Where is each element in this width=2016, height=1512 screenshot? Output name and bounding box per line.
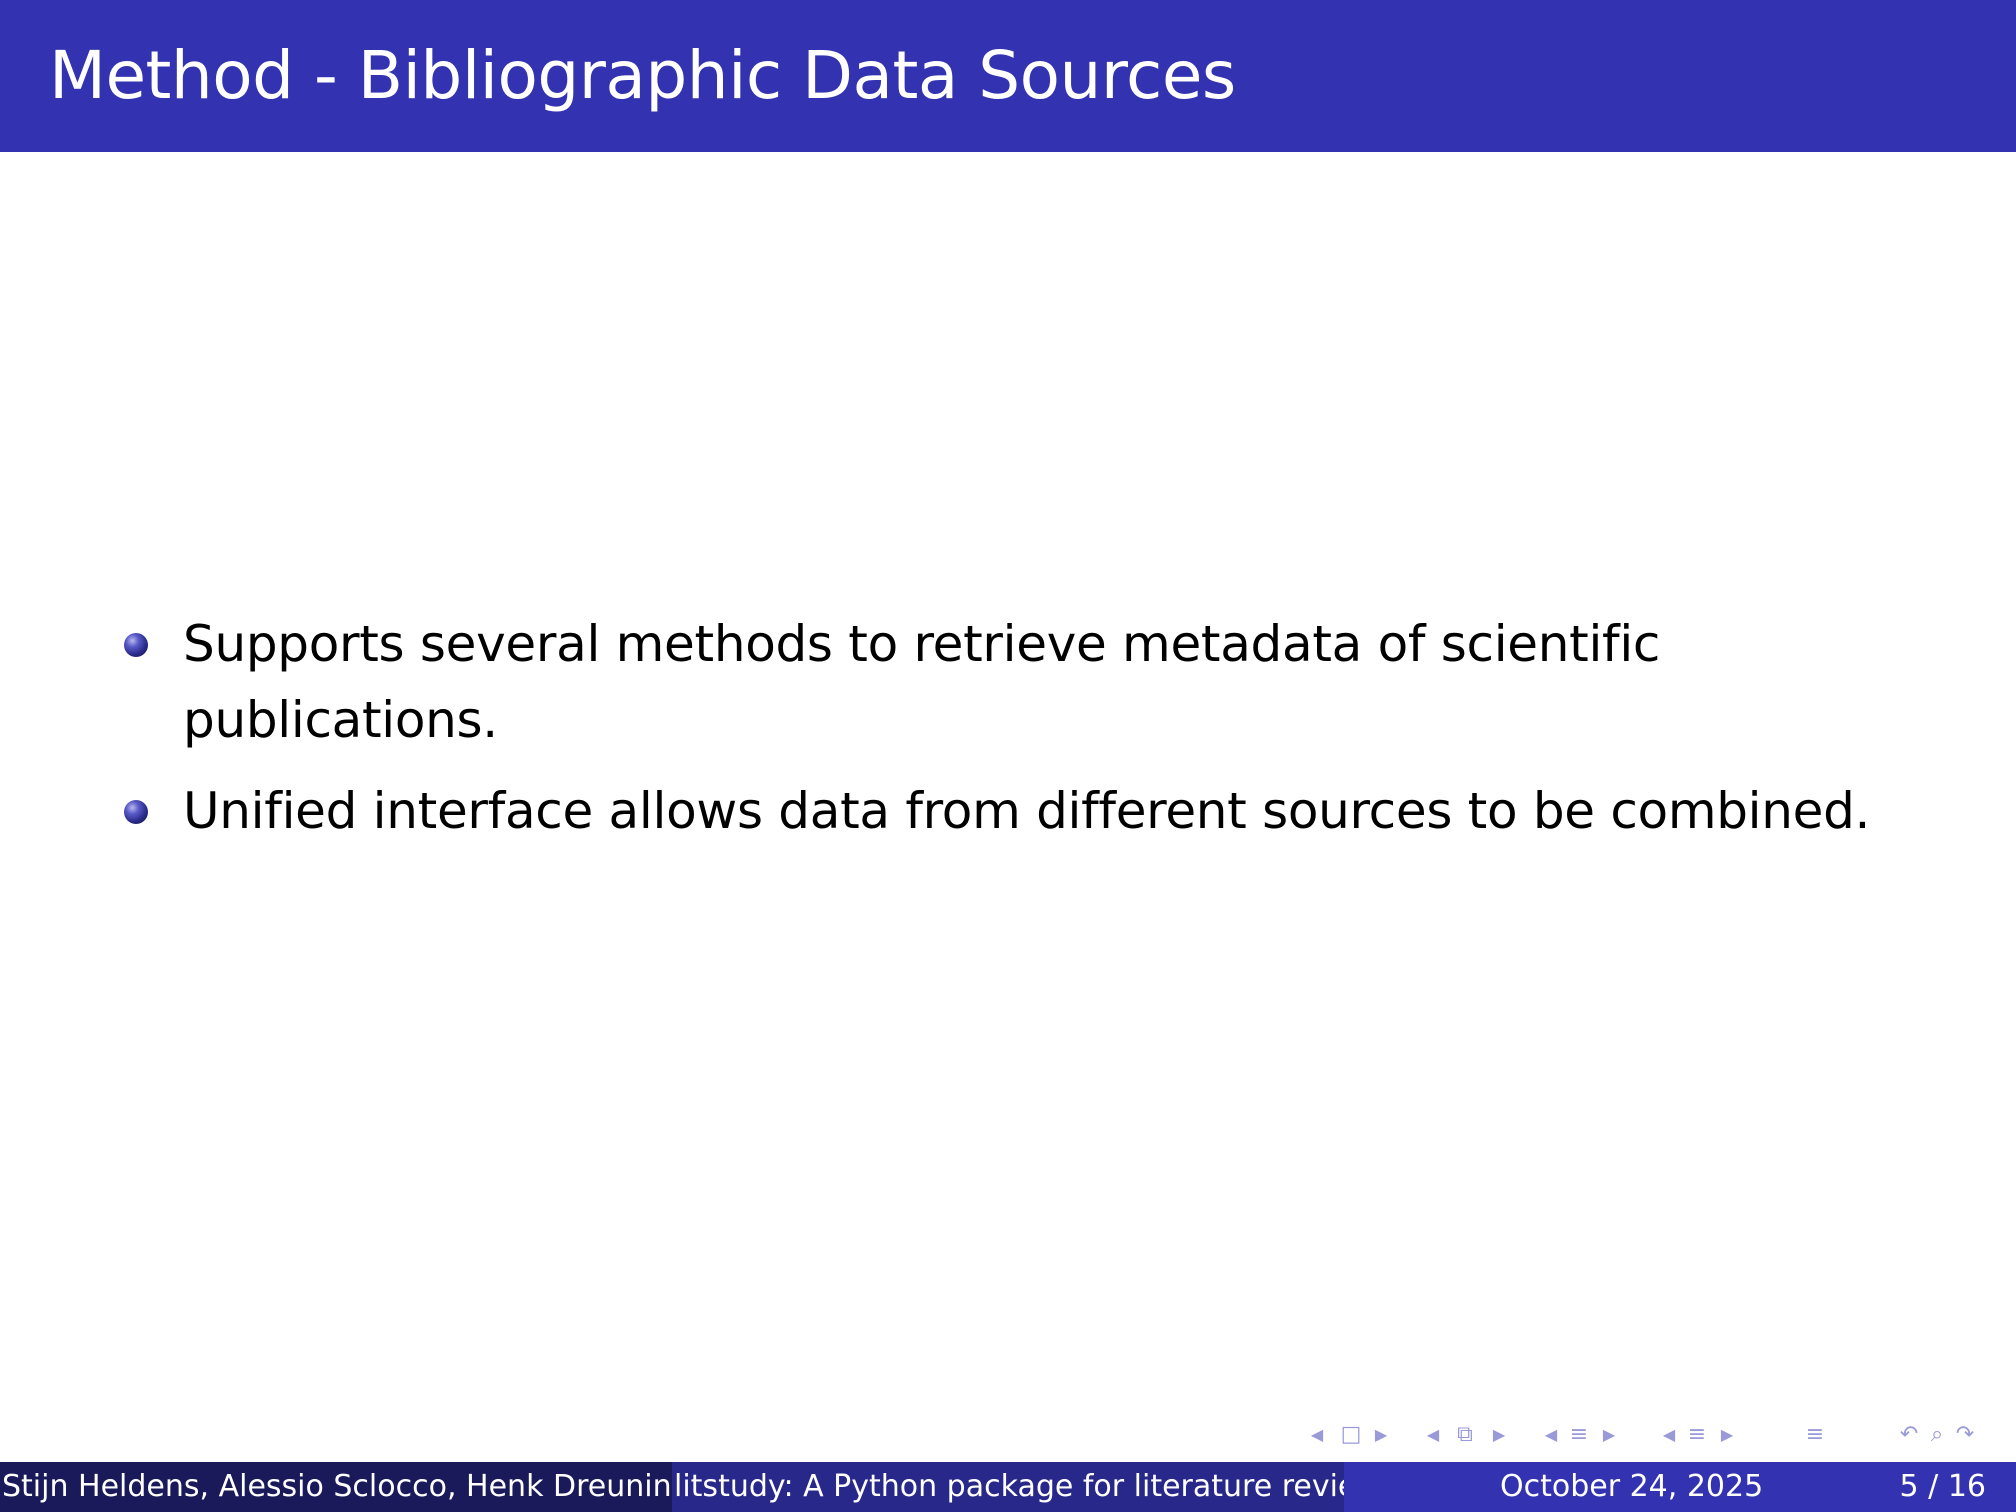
slide-title-bar: Method - Bibliographic Data Sources xyxy=(0,0,2016,152)
footer-title-box: litstudy: A Python package for literatur… xyxy=(672,1462,1344,1512)
nav-prev-frame-icon[interactable]: ◀ xyxy=(1426,1425,1440,1444)
bullet-item: Supports several methods to retrieve met… xyxy=(118,606,1978,758)
footer-authors-box: Stijn Heldens, Alessio Sclocco, Henk Dre… xyxy=(0,1462,672,1512)
nav-frame-icon[interactable]: ⧉ xyxy=(1457,1422,1473,1447)
footer-short-title: litstudy: A Python package for literatur… xyxy=(674,1469,1344,1504)
nav-prev-slide-icon[interactable]: ◀ xyxy=(1310,1425,1324,1444)
bullet-item: Unified interface allows data from diffe… xyxy=(118,773,1978,849)
nav-section-icon[interactable]: ≡ xyxy=(1687,1422,1707,1447)
beamer-navigation-bar: ◀ □ ▶ ◀ ⧉ ▶ ◀ ≡ ▶ ◀ ≡ ▶ ≡ ↶ ⌕ ↷ xyxy=(1300,1420,2000,1450)
nav-prev-section-icon[interactable]: ◀ xyxy=(1662,1425,1676,1444)
nav-slide-icon[interactable]: □ xyxy=(1340,1422,1362,1447)
nav-next-subsection-icon[interactable]: ▶ xyxy=(1602,1425,1616,1444)
nav-prev-subsection-icon[interactable]: ◀ xyxy=(1544,1425,1558,1444)
footer-authors: Stijn Heldens, Alessio Sclocco, Henk Dre… xyxy=(2,1469,672,1504)
nav-forward-icon[interactable]: ↷ xyxy=(1955,1422,1975,1447)
nav-next-section-icon[interactable]: ▶ xyxy=(1720,1425,1734,1444)
slide-title: Method - Bibliographic Data Sources xyxy=(49,37,1236,114)
slide-footer: Stijn Heldens, Alessio Sclocco, Henk Dre… xyxy=(0,1462,2016,1512)
bullet-ball-icon xyxy=(124,633,148,657)
bullet-list: Supports several methods to retrieve met… xyxy=(118,606,1978,864)
nav-search-icon[interactable]: ⌕ xyxy=(1930,1422,1944,1447)
nav-next-slide-icon[interactable]: ▶ xyxy=(1374,1425,1388,1444)
footer-date-page-box: October 24, 2025 5 / 16 xyxy=(1344,1462,2016,1512)
slide-content: Supports several methods to retrieve met… xyxy=(0,152,2016,1462)
footer-date: October 24, 2025 xyxy=(1500,1469,1764,1504)
nav-subsection-icon[interactable]: ≡ xyxy=(1569,1422,1589,1447)
bullet-text: Unified interface allows data from diffe… xyxy=(183,782,1871,840)
nav-back-icon[interactable]: ↶ xyxy=(1899,1422,1919,1447)
bullet-text: Supports several methods to retrieve met… xyxy=(183,615,1661,749)
nav-toc-icon[interactable]: ≡ xyxy=(1805,1422,1825,1447)
bullet-ball-icon xyxy=(124,800,148,824)
footer-page-number: 5 / 16 xyxy=(1899,1469,1986,1504)
nav-next-frame-icon[interactable]: ▶ xyxy=(1492,1425,1506,1444)
